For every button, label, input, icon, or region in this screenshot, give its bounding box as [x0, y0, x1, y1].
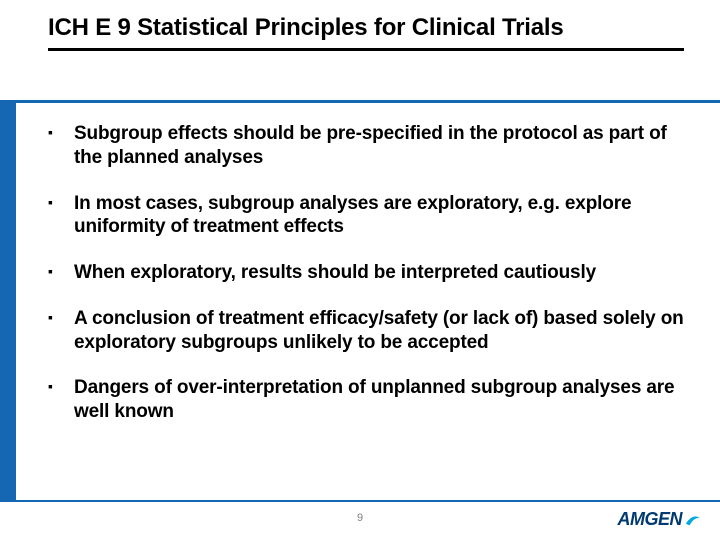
amgen-logo: AMGEN	[618, 509, 703, 530]
blue-sidebar	[0, 103, 16, 502]
bullet-item: In most cases, subgroup analyses are exp…	[48, 192, 684, 240]
blue-bottom-line	[0, 500, 720, 502]
slide-title: ICH E 9 Statistical Principles for Clini…	[48, 14, 684, 42]
blue-divider	[0, 100, 720, 103]
bullet-item: When exploratory, results should be inte…	[48, 261, 684, 285]
bullet-item: A conclusion of treatment efficacy/safet…	[48, 307, 684, 355]
bullet-list: Subgroup effects should be pre-specified…	[48, 122, 684, 424]
logo-text: AMGEN	[618, 509, 683, 530]
slide: ICH E 9 Statistical Principles for Clini…	[0, 0, 720, 540]
logo-swoosh-icon	[684, 511, 702, 529]
title-area: ICH E 9 Statistical Principles for Clini…	[0, 0, 720, 59]
title-underline	[48, 48, 684, 51]
bullet-item: Subgroup effects should be pre-specified…	[48, 122, 684, 170]
page-number: 9	[0, 512, 720, 524]
bullet-item: Dangers of over-interpretation of unplan…	[48, 376, 684, 424]
content-area: Subgroup effects should be pre-specified…	[48, 122, 684, 446]
